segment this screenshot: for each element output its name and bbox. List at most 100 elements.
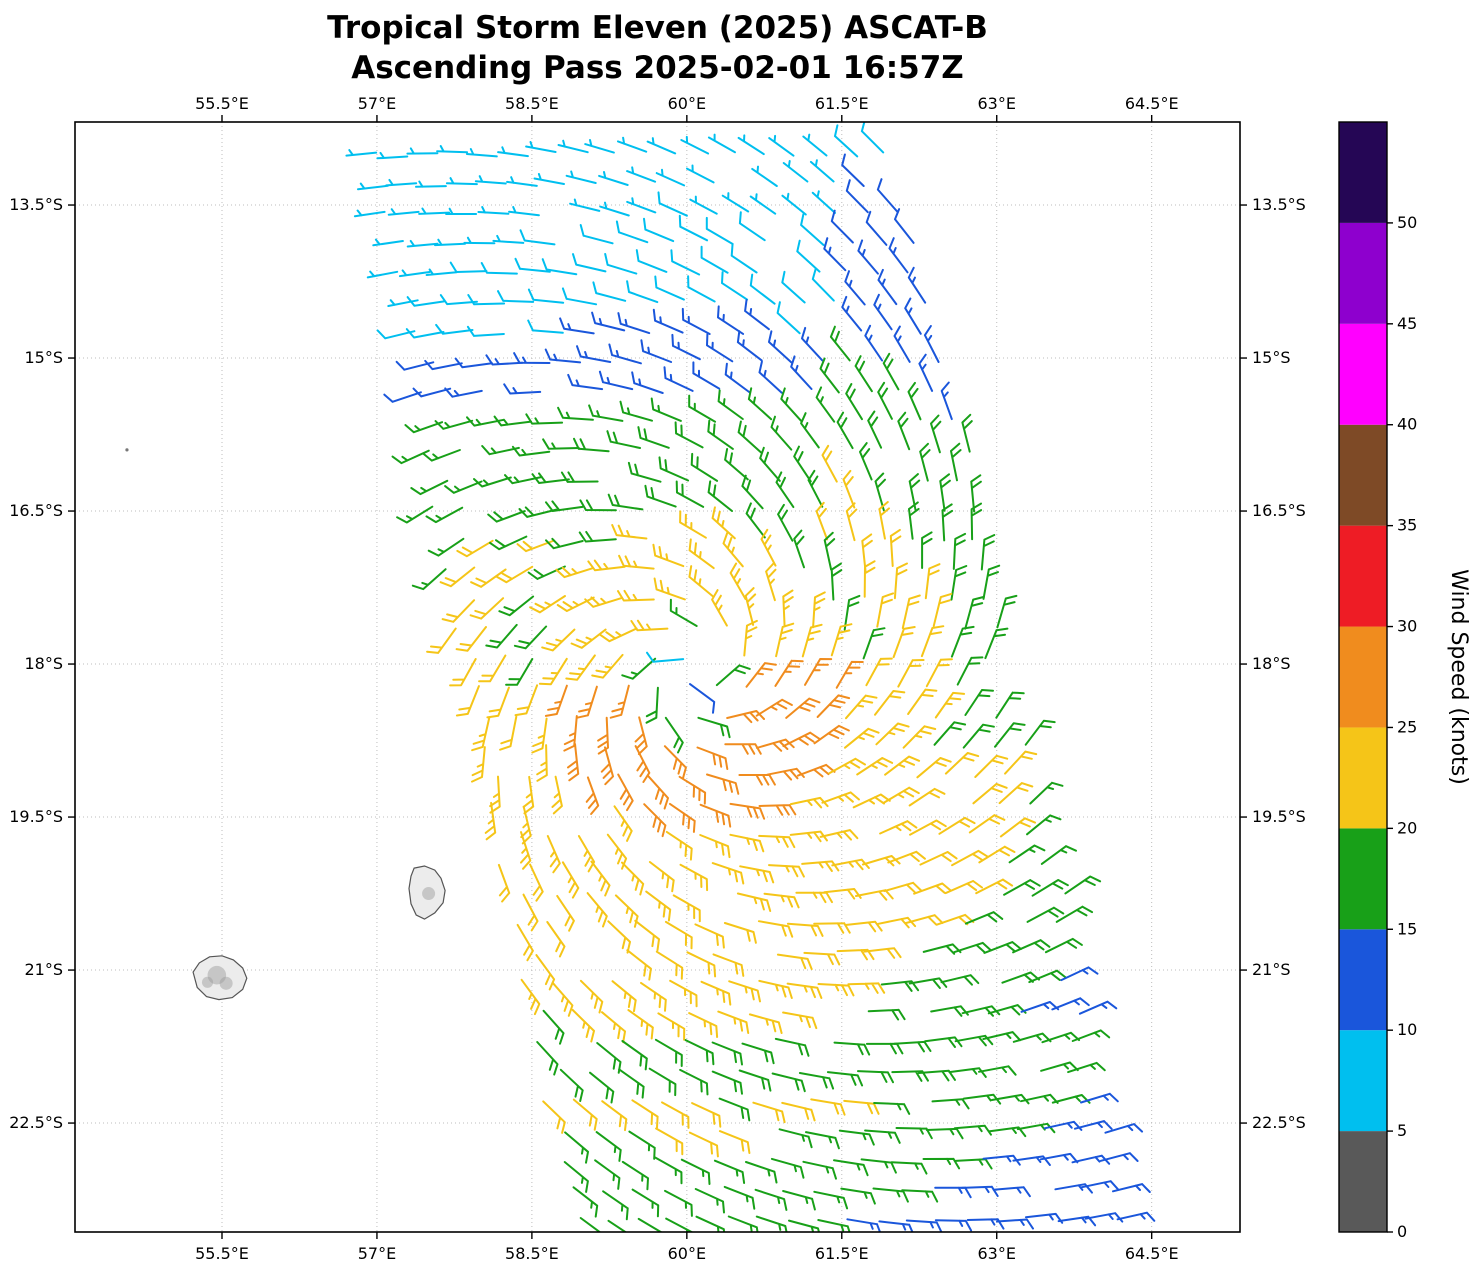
wind-barb [592,281,627,302]
wind-barb [755,738,795,752]
wind-barb [578,530,617,543]
wind-barb [576,345,612,363]
wind-barb [964,911,1004,925]
wind-barb [565,654,596,681]
wind-barb [404,421,444,434]
wind-barb [522,893,539,932]
wind-barb [646,137,677,155]
wind-barb [542,1100,566,1134]
wind-barb [436,145,469,154]
wind-barb [511,445,551,457]
wind-barb [588,404,624,422]
axis-tick-labels: 55.5°E 55.5°E 57°E 57°E 58.5°E 58.5°E 60°E 60°E… [9,94,1306,1263]
wind-barb [1029,781,1064,805]
wind-barb [1080,1092,1119,1104]
wind-barb [908,501,920,540]
small-islet-dot [125,448,129,452]
lat-tick-label-left: 21°S [24,960,63,979]
wind-barb [415,180,447,188]
wind-barb [923,325,940,363]
wind-barb [992,1186,1031,1198]
wind-barb [817,983,855,997]
wind-barb [569,198,601,212]
wind-barb [711,506,736,540]
wind-barb [970,502,983,541]
wind-barb [882,786,920,804]
wind-barb [1024,719,1056,746]
wind-barb [640,981,667,1012]
wind-barb [644,484,677,508]
wind-barb [1099,1152,1139,1162]
colorbar-tick-label: 20 [1397,818,1417,837]
lon-tick-label-bottom: 58.5°E [505,1244,559,1263]
wind-barb [770,1157,805,1179]
wind-barb [717,389,744,420]
wind-barb [643,803,667,838]
wind-barb [892,626,916,659]
wind-barb [1067,1061,1106,1074]
wind-barb [1055,905,1094,923]
wind-barb [833,1159,869,1177]
wind-barb [864,324,884,362]
wind-barb [383,391,422,403]
wind-barb [589,1071,615,1104]
wind-barb [556,894,575,932]
wind-barb [995,691,1025,719]
wind-barb [617,136,648,153]
wind-barb [821,791,860,804]
wind-barb [835,660,864,689]
wind-barb [763,892,800,909]
wind-barb [678,775,707,805]
wind-barb [775,622,795,658]
wind-barb [627,461,662,483]
wind-barb [536,1041,559,1076]
wind-barb [780,387,803,423]
wind-barb [607,1219,628,1232]
wind-barb [905,1219,943,1232]
wind-barb [793,445,812,483]
wind-barb [424,359,463,371]
wind-barb [875,722,910,746]
wind-barb [833,1041,871,1056]
wind-barb [874,690,906,716]
wind-barb [664,920,693,950]
wind-barb [449,261,488,273]
wind-barb [631,1188,660,1218]
wind-barb [844,920,883,933]
wind-barb [1044,937,1083,954]
wind-barb [705,216,734,245]
wind-barb [865,657,893,687]
wind-barb [953,941,992,954]
wind-barb [751,165,778,187]
wind-barb [556,596,595,612]
colorbar-band [1339,122,1387,223]
wind-barb [576,685,598,719]
wind-barb [387,299,419,307]
wind-barb [939,473,951,512]
wind-barb [770,415,793,451]
wind-barb [743,619,758,657]
wind-barb [956,656,984,686]
wind-barb [894,208,915,244]
wind-barb [768,134,795,157]
wind-barb [634,745,651,783]
wind-barb [856,757,894,776]
wind-barb [902,725,937,749]
wind-barb [626,280,659,304]
wind-barb [1112,1183,1151,1193]
wind-barb [913,882,952,895]
wind-barb [877,268,898,306]
wind-barb [934,691,966,719]
lat-tick-label-left: 19.5°S [9,807,63,826]
wind-barb [983,941,1022,954]
wind-barb [1040,1061,1079,1072]
wind-barb [819,357,840,394]
wind-barb [694,923,725,949]
wind-barb [706,773,740,795]
wind-barb [454,357,493,369]
colorbar-tick-label: 35 [1397,516,1417,535]
wind-barb [546,921,566,958]
wind-barb [345,149,378,157]
wind-barb [878,1220,914,1232]
wind-barb [696,746,729,770]
